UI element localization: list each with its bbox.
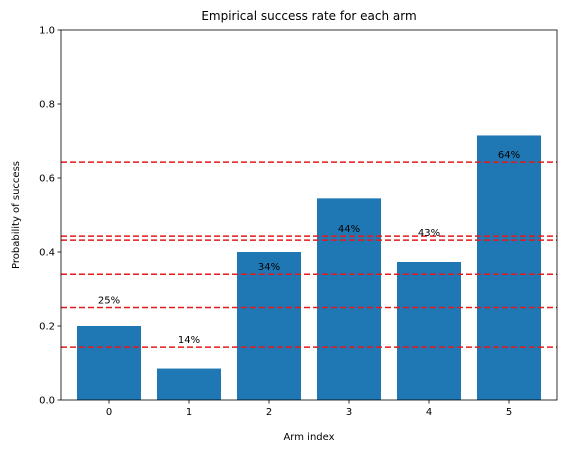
bar-label-arm-3: 44%	[338, 224, 360, 235]
y-axis: 0.0 0.2 0.4 0.6 0.8 1.0	[39, 26, 61, 407]
bar-arm-5	[477, 135, 541, 400]
y-tick-label: 0.2	[39, 322, 55, 333]
y-tick-label: 0.8	[39, 100, 55, 111]
x-tick-label: 0	[106, 407, 112, 418]
y-tick-label: 0.0	[39, 396, 55, 407]
bar-label-arm-2: 34%	[258, 262, 280, 273]
x-axis: 0 1 2 3 4 5	[106, 400, 512, 418]
y-tick-label: 1.0	[39, 26, 55, 37]
x-tick-label: 5	[506, 407, 512, 418]
bar-arm-4	[397, 262, 461, 400]
x-tick-label: 1	[186, 407, 192, 418]
x-axis-label: Arm index	[283, 432, 334, 443]
y-tick-label: 0.6	[39, 174, 55, 185]
bar-label-arm-5: 64%	[498, 150, 520, 161]
x-tick-label: 2	[266, 407, 272, 418]
x-tick-label: 3	[346, 407, 352, 418]
bar-arm-0	[77, 326, 141, 400]
y-tick-label: 0.4	[39, 248, 55, 259]
bar-arm-1	[157, 369, 221, 400]
chart-title: Empirical success rate for each arm	[201, 9, 416, 23]
bars-layer	[77, 135, 541, 400]
x-tick-label: 4	[426, 407, 432, 418]
y-axis-label: Probability of success	[11, 161, 22, 269]
bar-label-arm-1: 14%	[178, 335, 200, 346]
bar-label-arm-4: 43%	[418, 228, 440, 239]
bar-label-arm-0: 25%	[98, 296, 120, 307]
